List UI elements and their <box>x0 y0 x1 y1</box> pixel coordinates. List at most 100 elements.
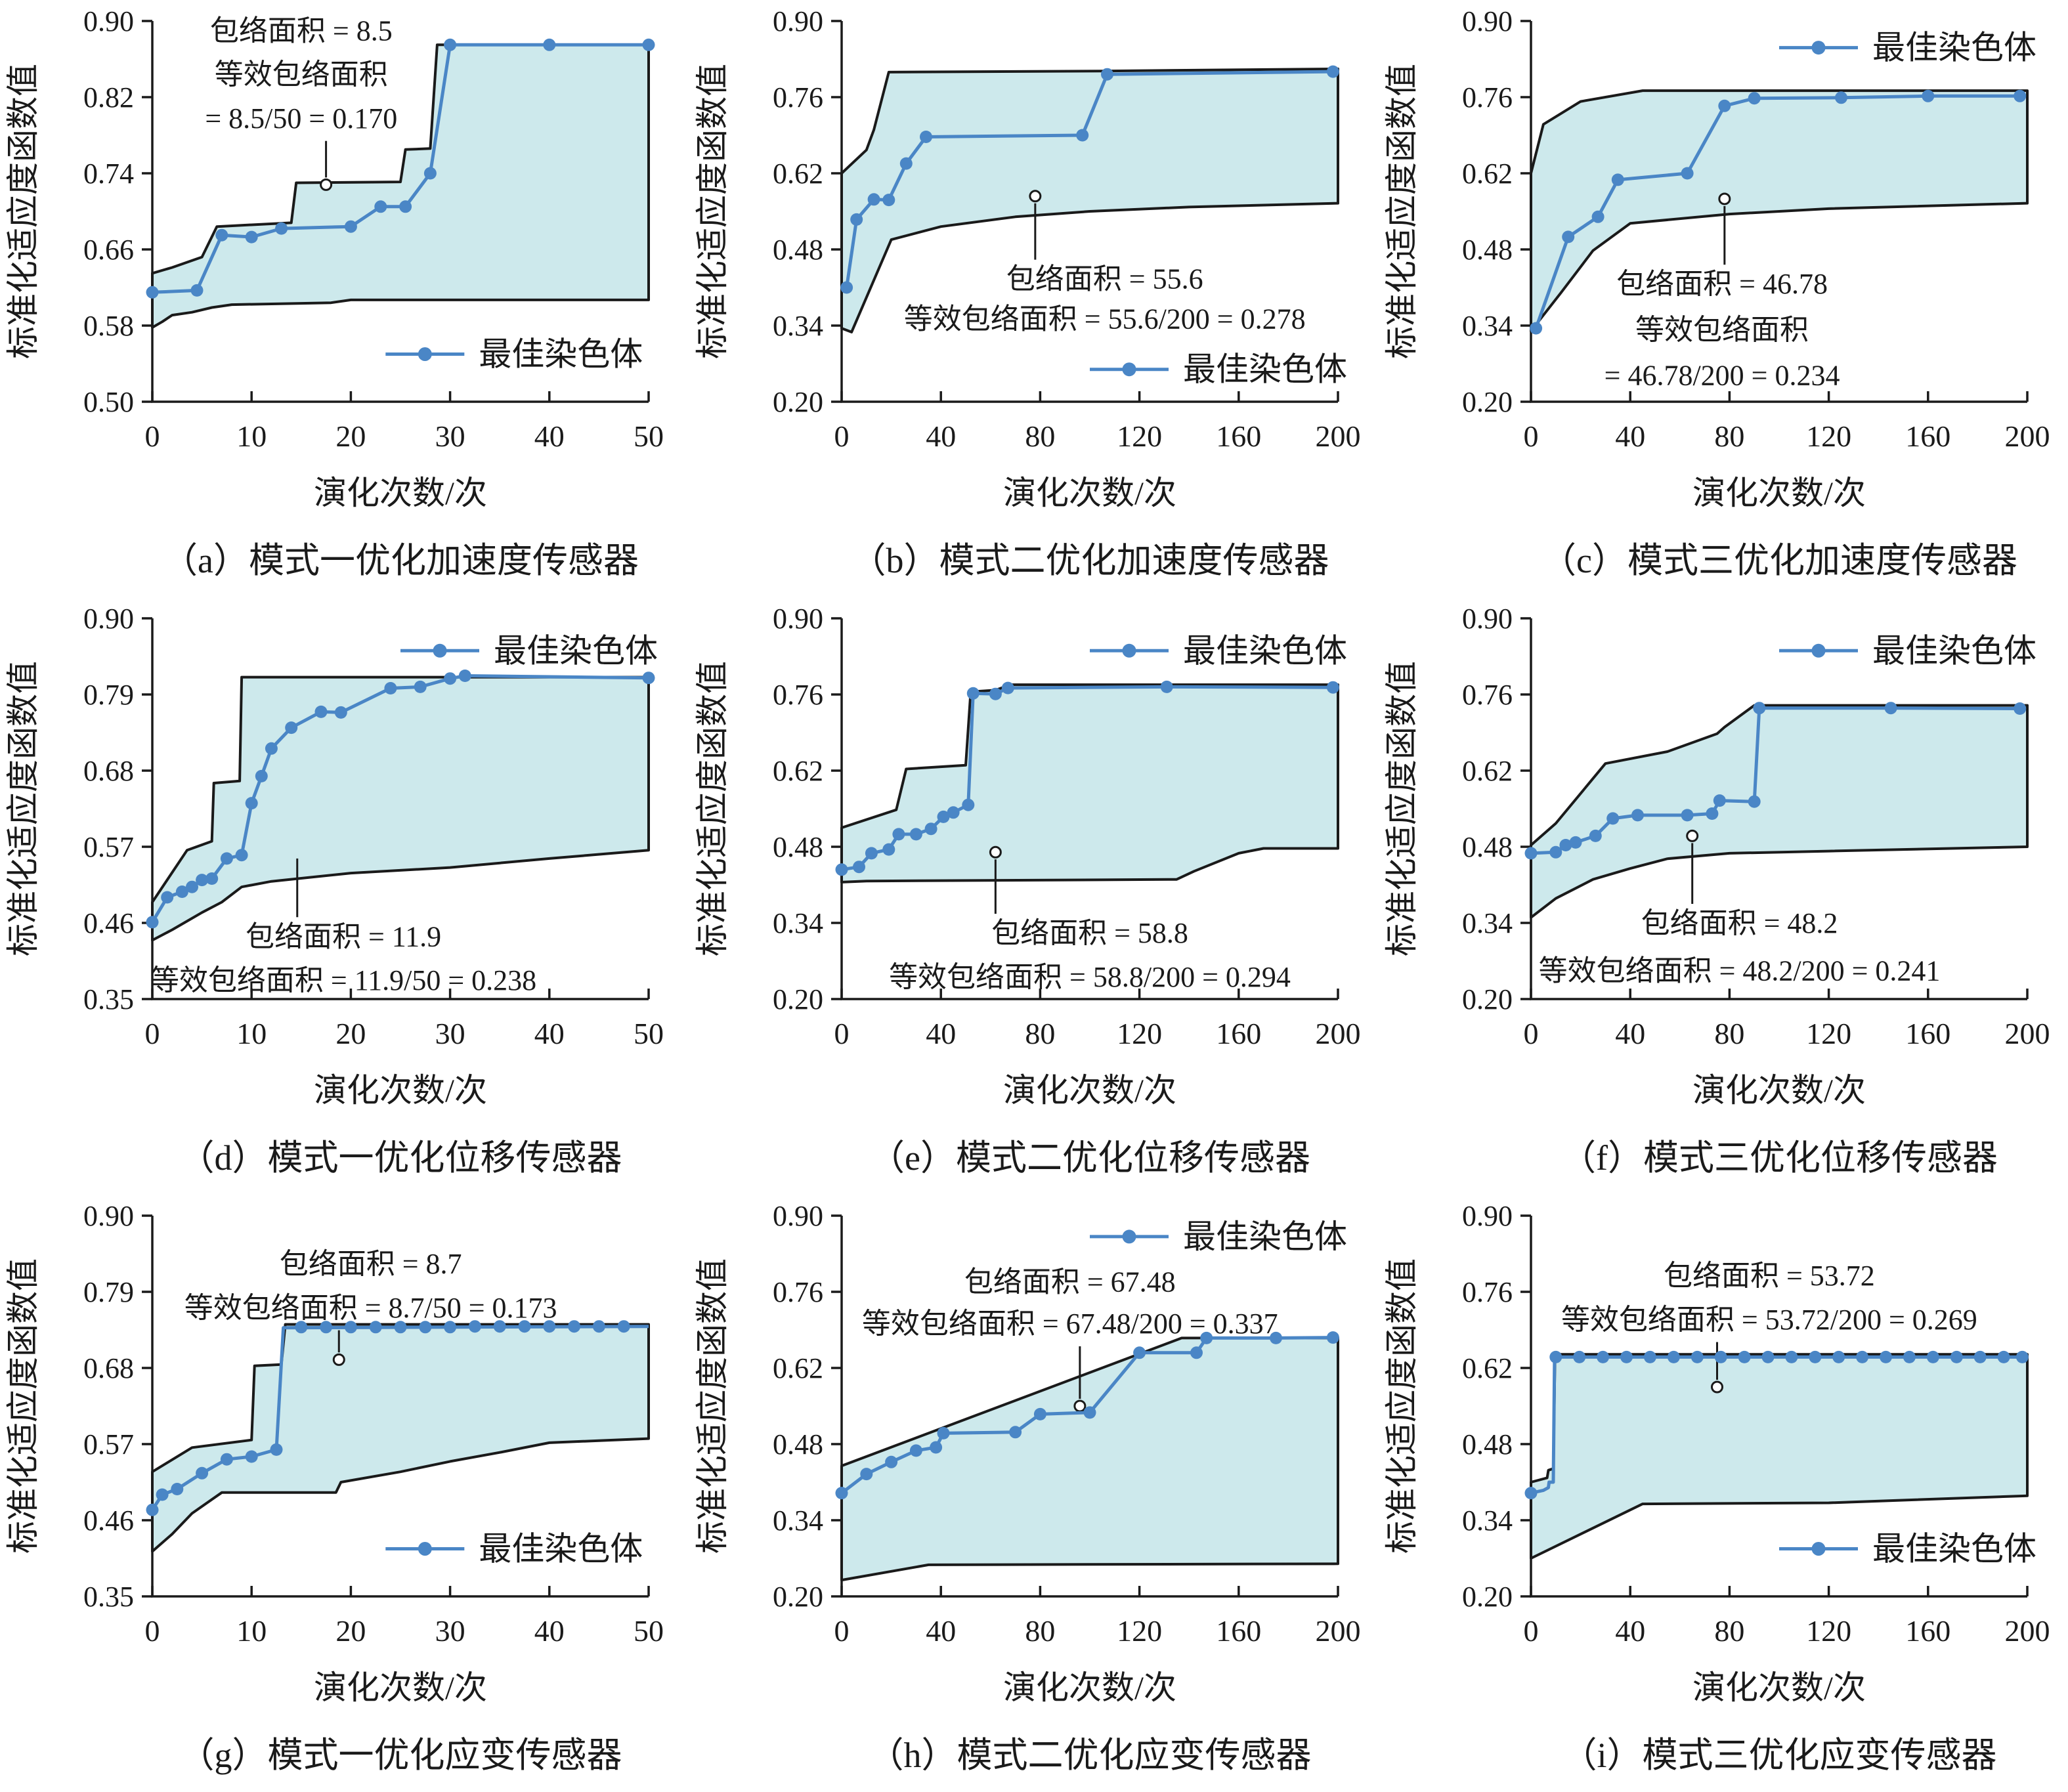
data-point-marker <box>1643 1350 1656 1363</box>
annotation-anchor-circle <box>1029 190 1042 203</box>
annotation-text-line: 等效包络面积 = 67.48/200 = 0.337 <box>862 1308 1278 1340</box>
x-axis-title: 演化次数/次 <box>1692 475 1866 511</box>
x-tick-label: 200 <box>2005 419 2050 453</box>
x-tick-label: 160 <box>1216 1614 1261 1648</box>
data-point-marker <box>1748 795 1761 808</box>
data-point-marker <box>885 1455 898 1468</box>
x-axis-title: 演化次数/次 <box>1003 1072 1176 1109</box>
data-point-marker <box>1591 210 1605 223</box>
data-point-marker <box>543 1320 556 1333</box>
x-tick-label: 0 <box>1524 419 1539 453</box>
data-point-marker <box>937 810 950 823</box>
annotation-text-line: 等效包络面积 <box>1635 314 1809 346</box>
y-tick-label: 0.48 <box>773 234 823 266</box>
y-tick-label: 0.68 <box>83 755 134 787</box>
y-tick-label: 0.48 <box>1462 1428 1513 1461</box>
legend-label: 最佳染色体 <box>1183 351 1347 388</box>
data-point-marker <box>146 916 159 929</box>
data-point-marker <box>171 1483 184 1495</box>
y-tick-label: 0.20 <box>1462 386 1513 418</box>
annotation-text-line: 等效包络面积 = 53.72/200 = 0.269 <box>1561 1304 1977 1336</box>
data-point-marker <box>1524 1487 1538 1500</box>
x-tick-label: 10 <box>236 419 267 453</box>
x-tick-label: 50 <box>634 1017 664 1050</box>
x-tick-label: 160 <box>1216 419 1261 453</box>
y-tick-label: 0.62 <box>1462 158 1513 190</box>
y-tick-label: 0.20 <box>1462 983 1513 1015</box>
x-tick-label: 40 <box>1615 1017 1645 1050</box>
y-tick-label: 0.76 <box>773 1276 823 1308</box>
x-tick-label: 200 <box>1316 1614 1361 1648</box>
data-point-marker <box>892 828 905 841</box>
x-tick-label: 40 <box>926 419 956 453</box>
y-tick-label: 0.48 <box>1462 234 1513 266</box>
data-point-marker <box>1524 847 1538 860</box>
y-tick-label: 0.90 <box>83 5 134 37</box>
y-axis-title: 标准化适应度函数值 <box>1383 661 1420 956</box>
x-tick-label: 30 <box>435 1017 465 1050</box>
envelope-area <box>1530 1353 2029 1560</box>
x-tick-label: 40 <box>1615 419 1645 453</box>
data-point-marker <box>1785 1350 1798 1363</box>
data-point-marker <box>1835 91 1847 104</box>
data-point-marker <box>1549 1350 1562 1363</box>
data-point-marker <box>384 682 397 694</box>
data-point-marker <box>1033 1407 1046 1420</box>
data-point-marker <box>146 286 159 299</box>
x-tick-label: 0 <box>145 1614 160 1648</box>
annotation-text-line: 等效包络面积 = 55.6/200 = 0.278 <box>904 303 1306 335</box>
x-tick-label: 10 <box>236 1614 267 1648</box>
y-tick-label: 0.79 <box>83 1276 134 1308</box>
annotation-text-line: 等效包络面积 = 48.2/200 = 0.241 <box>1539 955 1941 987</box>
y-tick-label: 0.35 <box>83 983 134 1015</box>
annotation-text-line: = 8.5/50 = 0.170 <box>205 102 397 135</box>
x-tick-label: 80 <box>1025 1614 1055 1648</box>
chart-c: 0.20 0.34 0.48 0.62 0.76 0.90 0 40 80 120 160 200 标准… <box>1383 5 2050 580</box>
data-point-marker <box>2014 702 2027 715</box>
data-point-marker <box>186 880 198 893</box>
x-tick-label: 160 <box>1216 1017 1261 1050</box>
data-point-marker <box>882 843 895 856</box>
subplot-i: 0.20 0.34 0.48 0.62 0.76 0.90 0 40 80 120 160 200 标准… <box>1379 1195 2068 1792</box>
legend-marker <box>1122 1229 1136 1244</box>
legend-marker <box>433 643 447 658</box>
data-point-marker <box>1326 1331 1339 1344</box>
data-point-marker <box>1738 1350 1751 1363</box>
y-tick-label: 0.34 <box>1462 310 1513 342</box>
annotation-text-line: 包络面积 = 8.5 <box>210 15 393 47</box>
y-tick-label: 0.46 <box>83 907 134 939</box>
legend-label: 最佳染色体 <box>494 632 658 669</box>
annotation-text-line: 等效包络面积 = 11.9/50 = 0.238 <box>150 964 536 996</box>
data-point-marker <box>518 1320 531 1333</box>
data-point-marker <box>1589 829 1602 842</box>
data-point-marker <box>220 1453 233 1466</box>
y-tick-label: 0.34 <box>773 907 823 939</box>
subplot-g: 0.35 0.46 0.57 0.68 0.79 0.90 0 10 20 30 40 50 标准化适应… <box>0 1195 689 1792</box>
chart-a: 0.50 0.58 0.66 0.74 0.82 0.90 0 10 20 30 40 50 标准化适应… <box>5 5 664 580</box>
y-tick-label: 0.48 <box>773 1428 823 1461</box>
x-tick-label: 120 <box>1117 1614 1162 1648</box>
envelope-area <box>151 1323 650 1553</box>
data-point-marker <box>1973 1350 1987 1363</box>
data-point-marker <box>947 806 960 819</box>
data-point-marker <box>1950 1350 1963 1363</box>
y-tick-label: 0.34 <box>1462 907 1513 939</box>
data-point-marker <box>1631 809 1644 822</box>
data-point-marker <box>617 1320 630 1333</box>
x-tick-label: 120 <box>1806 1017 1851 1050</box>
data-point-marker <box>255 769 268 782</box>
y-tick-label: 0.48 <box>773 831 823 863</box>
data-point-marker <box>835 863 848 876</box>
y-axis-title: 标准化适应度函数值 <box>1383 64 1420 359</box>
data-point-marker <box>175 885 188 898</box>
data-point-marker <box>920 131 932 143</box>
x-tick-label: 0 <box>834 419 850 453</box>
x-tick-label: 160 <box>1905 1017 1950 1050</box>
data-point-marker <box>1903 1350 1916 1363</box>
annotation-text-line: 等效包络面积 <box>215 58 388 91</box>
best-chromosome-line <box>1534 94 2020 329</box>
data-point-marker <box>2014 89 2027 102</box>
data-point-marker <box>1832 1350 1845 1363</box>
data-point-marker <box>205 872 219 885</box>
